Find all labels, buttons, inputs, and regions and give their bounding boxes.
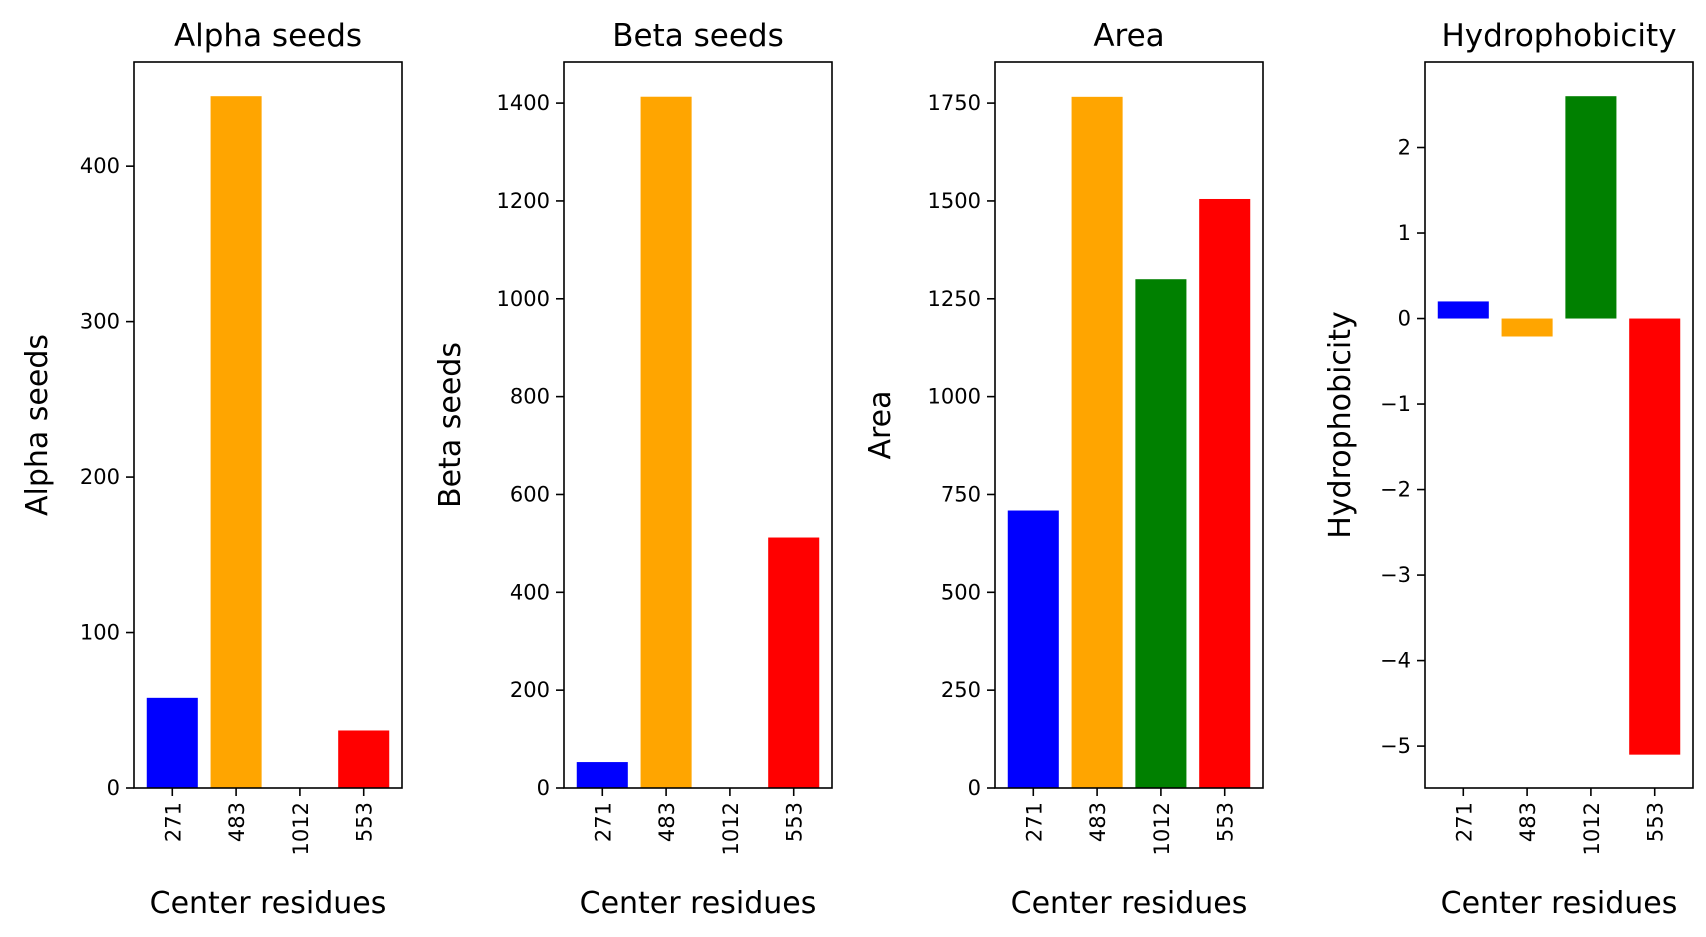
y-tick-label: −1 [1380, 392, 1411, 416]
chart-panel-4: −5 −4 −3 −2 −1 0 1 2 271 483 1012 553 Hydrophobicity… [1323, 18, 1694, 921]
chart-panel-1: 0 100 200 300 400 271 483 1012 553 Alpha seeds Cen… [20, 18, 403, 921]
x-tick-label: 271 [1022, 802, 1046, 842]
x-tick-label: 271 [591, 802, 615, 842]
y-tick-label: 100 [80, 621, 120, 645]
x-tick-label: 483 [1516, 802, 1540, 842]
panel-title: Area [1093, 18, 1164, 54]
x-tick-label: 553 [1214, 802, 1238, 842]
axes-frame [563, 61, 833, 789]
y-tick-label: 0 [107, 776, 120, 800]
y-tick-label: 1400 [497, 91, 550, 115]
y-axis-label: Alpha seeds [20, 334, 55, 516]
bar-271 [576, 762, 628, 788]
y-tick-label: −5 [1380, 734, 1411, 758]
y-axis-label: Beta seeds [433, 342, 468, 508]
bar-553 [338, 730, 390, 788]
y-tick-label: 1250 [928, 287, 981, 311]
x-tick-label: 553 [353, 802, 377, 842]
y-tick-label: 500 [941, 580, 981, 604]
bar-483 [640, 96, 692, 789]
x-axis-label: Center residues [1441, 886, 1678, 921]
axes-frame [994, 61, 1264, 789]
bar-483 [1071, 96, 1123, 788]
x-tick-label: 483 [655, 802, 679, 842]
y-tick-label: −2 [1380, 478, 1411, 502]
x-axis-label: Center residues [1011, 886, 1248, 921]
bar-553 [1629, 318, 1681, 755]
x-tick-label: 553 [783, 802, 807, 842]
x-axis-label: Center residues [150, 886, 387, 921]
y-tick-label: 0 [1398, 307, 1411, 331]
y-tick-label: 1000 [497, 287, 550, 311]
y-tick-label: 800 [510, 385, 550, 409]
y-tick-label: 400 [80, 154, 120, 178]
y-tick-label: 0 [537, 776, 550, 800]
x-tick-label: 483 [1086, 802, 1110, 842]
bar-553 [1199, 198, 1251, 789]
chart-panel-3: 0 250 500 750 1000 1250 1500 1750 271 483 1012 553 A… [863, 18, 1264, 921]
y-tick-label: −4 [1380, 649, 1411, 673]
y-tick-label: 1 [1398, 221, 1411, 245]
y-tick-label: 750 [941, 482, 981, 506]
x-tick-label: 483 [225, 802, 249, 842]
x-tick-label: 1012 [719, 802, 743, 855]
bar-271 [1437, 301, 1489, 319]
y-tick-label: 300 [80, 310, 120, 334]
bar-271 [146, 697, 198, 788]
x-tick-label: 271 [1452, 802, 1476, 842]
bar-1012 [1565, 96, 1617, 319]
y-tick-label: 200 [80, 465, 120, 489]
y-axis-label: Area [863, 390, 898, 459]
y-tick-label: 2 [1398, 136, 1411, 160]
panel-title: Beta seeds [612, 18, 783, 54]
y-axis-label: Hydrophobicity [1323, 311, 1358, 539]
y-tick-label: 250 [941, 678, 981, 702]
bar-553 [768, 537, 820, 788]
y-tick-label: 1750 [928, 91, 981, 115]
panel-title: Alpha seeds [174, 18, 362, 54]
x-tick-label: 1012 [1580, 802, 1604, 855]
y-tick-label: 0 [968, 776, 981, 800]
y-tick-label: 1000 [928, 385, 981, 409]
x-tick-label: 1012 [1150, 802, 1174, 855]
x-tick-label: 1012 [289, 802, 313, 855]
y-tick-label: 600 [510, 482, 550, 506]
y-tick-label: 400 [510, 580, 550, 604]
panel-title: Hydrophobicity [1441, 18, 1676, 54]
bar-483 [210, 96, 262, 788]
y-tick-label: −3 [1380, 563, 1411, 587]
y-tick-label: 200 [510, 678, 550, 702]
x-tick-label: 553 [1644, 802, 1668, 842]
bar-1012 [1135, 279, 1187, 788]
axes-frame [1424, 61, 1694, 789]
bar-271 [1007, 510, 1059, 788]
y-tick-label: 1500 [928, 189, 981, 213]
x-tick-label: 271 [161, 802, 185, 842]
chart-panel-2: 0 200 400 600 800 1000 1200 1400 271 483 1012 553 Be… [433, 18, 833, 921]
y-tick-label: 1200 [497, 189, 550, 213]
axes-frame [133, 61, 403, 789]
bar-483 [1501, 318, 1553, 337]
x-axis-label: Center residues [580, 886, 817, 921]
